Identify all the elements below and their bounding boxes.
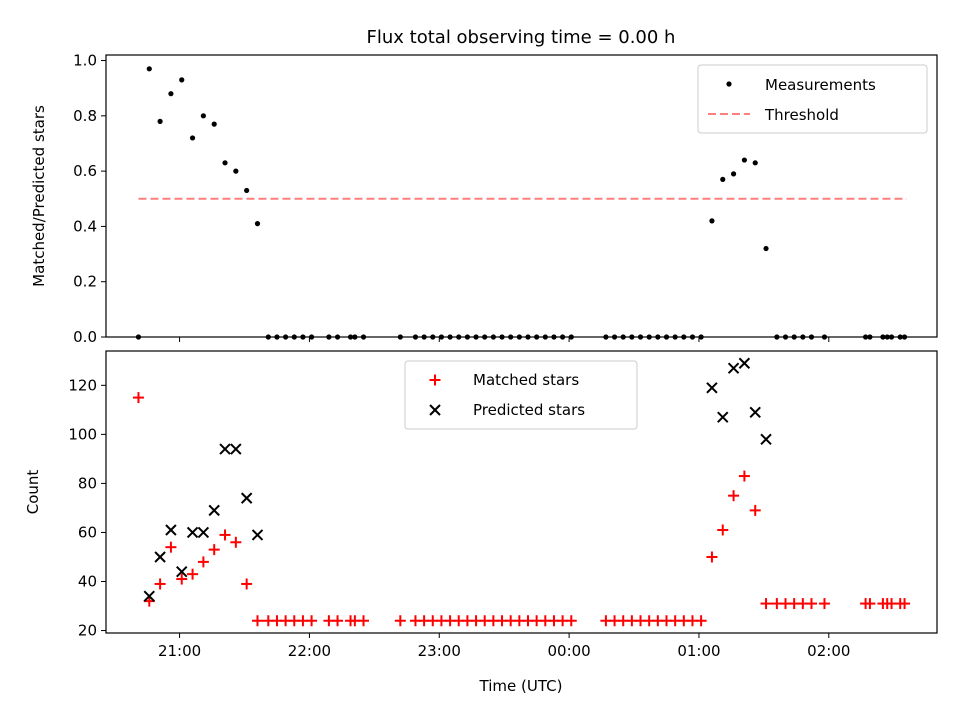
measurement-point [179, 77, 185, 83]
star-count-legend-box [404, 360, 638, 430]
matched-stars-point [864, 598, 876, 610]
flux-ratio-y-tick-label: 0.2 [73, 273, 97, 291]
measurement-point [730, 171, 737, 177]
predicted-stars-point [240, 492, 253, 504]
predicted-stars-point [717, 411, 729, 423]
matched-stars-point [706, 551, 718, 563]
matched-stars-point [738, 470, 750, 482]
matched-stars-point [358, 615, 370, 627]
star-count-plot-frame [105, 350, 938, 634]
flux-ratio-y-tick-label: 0.8 [73, 107, 97, 125]
predicted-stars-legend-label: Predicted stars [473, 401, 585, 419]
matched-stars-legend-marker [429, 374, 441, 386]
flux-ratio-legend-box [697, 64, 928, 134]
matched-stars-point [899, 598, 911, 610]
star-count-y-tick-label: 120 [68, 376, 97, 394]
flux-ratio-y-tick-label: 0.0 [73, 328, 97, 346]
predicted-stars-point [230, 443, 242, 455]
star-count-legend: Matched stars Predicted stars [404, 360, 638, 430]
predicted-stars-point [749, 406, 761, 419]
chart-title: Flux total observing time = 0.00 h [367, 27, 676, 48]
x-tick-label: 22:00 [288, 642, 331, 660]
threshold-legend-label: Threshold [764, 106, 839, 124]
matched-stars-point [749, 504, 761, 516]
predicted-stars-point [706, 382, 718, 394]
star-count-panel: 20 40 60 80 100 120 21:00 22:00 23:00 00:00 01:00 0… [24, 350, 938, 660]
predicted-stars-point [738, 357, 751, 369]
x-tick-label: 01:00 [677, 642, 720, 660]
measurement-point [189, 135, 196, 141]
measurement-point [168, 91, 174, 97]
matched-stars-point [176, 573, 188, 585]
measurement-point [211, 121, 217, 127]
predicted-stars-legend-marker [429, 404, 441, 416]
matched-stars-point [394, 615, 406, 627]
measurement-point [157, 118, 163, 124]
predicted-stars-point [197, 526, 210, 539]
predicted-stars-point [154, 551, 166, 563]
predicted-stars-point [143, 590, 155, 602]
matched-stars-point [332, 615, 344, 627]
flux-ratio-plot-frame [105, 54, 938, 338]
flux-ratio-legend: Measurements Threshold [697, 64, 928, 134]
measurement-point [709, 218, 715, 224]
measurement-point [233, 168, 239, 174]
measurement-point [200, 113, 206, 119]
star-count-y-tick-label: 40 [78, 573, 97, 591]
star-count-y-tick-label: 100 [68, 425, 97, 443]
matched-stars-point [197, 556, 209, 568]
measurement-point [222, 160, 228, 166]
flux-ratio-y-tick-label: 0.4 [73, 217, 97, 235]
star-count-y-axis-label: Count [24, 470, 42, 515]
predicted-stars-point [186, 526, 199, 539]
matched-stars-point [219, 529, 231, 541]
x-axis-label: Time (UTC) [479, 677, 563, 695]
matched-stars-point [805, 598, 817, 610]
star-count-y-tick-label: 60 [78, 523, 97, 541]
x-tick-label: 23:00 [418, 642, 461, 660]
star-count-y-tick-label: 80 [78, 474, 97, 492]
matched-stars-point [818, 598, 830, 610]
matched-stars-point [230, 536, 242, 548]
x-tick-label: 21:00 [158, 642, 201, 660]
matched-stars-point [695, 615, 707, 627]
matched-stars-point [154, 578, 166, 590]
predicted-stars-point [176, 565, 188, 578]
matched-stars-legend-label: Matched stars [473, 371, 579, 389]
predicted-stars-point [760, 433, 772, 445]
matched-stars-point [208, 544, 220, 556]
measurement-point [752, 160, 758, 166]
predicted-stars-point [208, 504, 220, 517]
matched-stars-point [132, 392, 144, 404]
matched-stars-point [717, 524, 729, 536]
flux-ratio-y-axis-label: Matched/Predicted stars [30, 105, 48, 287]
matched-stars-point [251, 615, 263, 627]
measurement-point [244, 187, 250, 194]
predicted-stars-point [727, 362, 740, 374]
measurement-legend-marker [726, 81, 732, 87]
measurement-point [720, 176, 726, 183]
flux-ratio-y-tick-label: 0.6 [73, 162, 97, 180]
predicted-stars-point [219, 443, 231, 455]
matched-stars-point [187, 568, 199, 580]
matched-stars-point [728, 490, 740, 502]
x-tick-label: 02:00 [807, 642, 850, 660]
predicted-stars-point [251, 529, 264, 541]
measurement-point [763, 245, 769, 252]
predicted-stars-point [165, 524, 177, 536]
star-count-y-tick-label: 20 [78, 622, 97, 640]
measurement-legend-label: Measurements [765, 76, 876, 94]
matched-stars-point [760, 598, 772, 610]
matched-stars-point [165, 541, 177, 553]
matched-stars-point [306, 615, 318, 627]
x-tick-label: 00:00 [547, 642, 590, 660]
matched-stars-point [565, 615, 577, 627]
matched-stars-point [241, 578, 253, 590]
flux-ratio-y-tick-label: 1.0 [73, 52, 97, 70]
measurement-point [254, 221, 261, 227]
measurement-point [146, 66, 152, 72]
measurement-point [741, 157, 747, 163]
flux-ratio-panel: 0.0 0.2 0.4 0.6 0.8 1.0 Matched/Predicted sta… [30, 52, 938, 346]
